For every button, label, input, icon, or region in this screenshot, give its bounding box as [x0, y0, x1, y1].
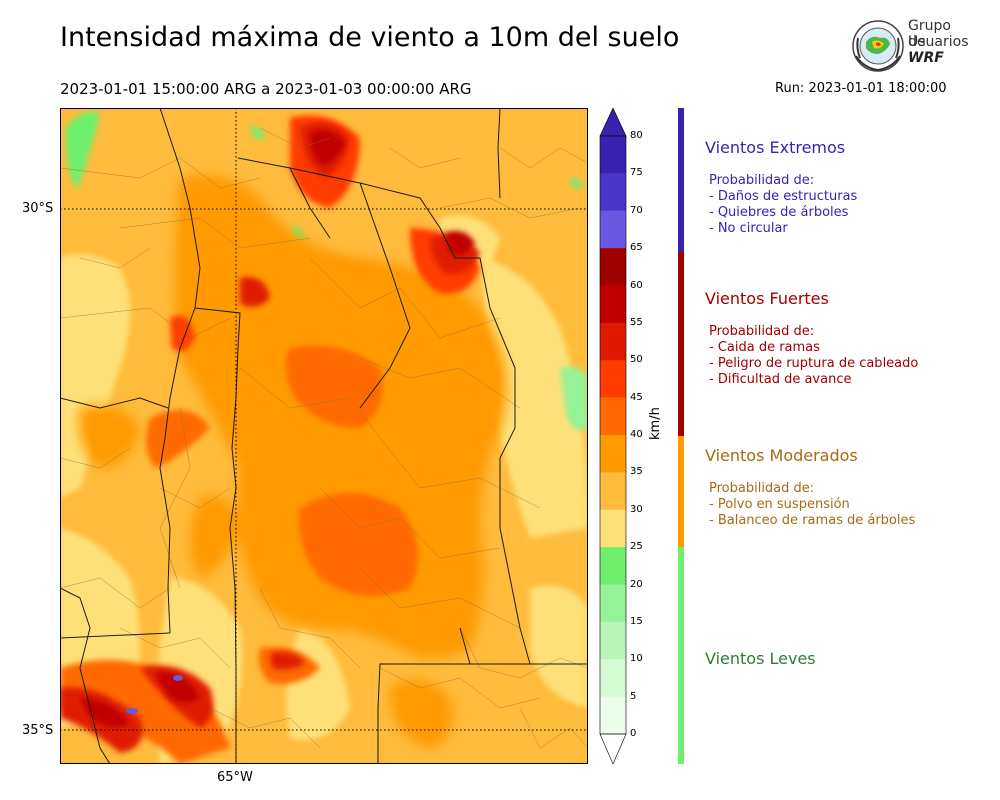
logo-text-line3: WRF	[908, 50, 944, 66]
category-description: Probabilidad de: - Caida de ramas - Peli…	[709, 324, 985, 388]
colorbar-swatch	[600, 173, 626, 212]
peak-wind-spot	[126, 708, 138, 714]
colorbar-swatch	[600, 210, 626, 249]
category-extreme: Vientos Extremos Probabilidad de: - Daño…	[705, 138, 985, 237]
colorbar-swatch	[600, 435, 626, 473]
category-title: Vientos Fuertes	[705, 289, 829, 308]
category-item: - Daños de estructuras	[709, 189, 858, 204]
run-timestamp: Run: 2023-01-01 18:00:00	[775, 81, 947, 96]
colorbar-swatch	[600, 584, 626, 623]
colorbar-unit: km/h	[648, 407, 663, 440]
colorbar-tick-label: 60	[630, 279, 643, 291]
band-strong	[678, 252, 684, 436]
category-moderate: Vientos Moderados Probabilidad de: - Pol…	[705, 446, 985, 529]
colorbar	[599, 108, 627, 764]
peak-wind-spot	[173, 675, 183, 681]
wrf-logo: Grupo de Usuarios WRF	[850, 18, 970, 74]
colorbar-swatch	[600, 248, 626, 286]
category-item: - Polvo en suspensión	[709, 497, 850, 512]
category-title: Vientos Leves	[705, 649, 816, 668]
colorbar-tick-label: 10	[630, 653, 643, 665]
band-extreme	[678, 108, 684, 252]
green-wind-zones	[65, 112, 588, 431]
colorbar-extend-top	[599, 108, 627, 137]
category-intro: Probabilidad de:	[709, 324, 815, 339]
colorbar-swatch	[600, 547, 626, 585]
category-item: - Caida de ramas	[709, 340, 820, 355]
graticule	[60, 108, 588, 764]
forecast-period: 2023-01-01 15:00:00 ARG a 2023-01-03 00:…	[60, 80, 472, 98]
colorbar-tick-label: 35	[630, 466, 643, 478]
extreme-wind-zones	[80, 129, 475, 727]
colorbar-tick-label: 75	[630, 167, 643, 179]
lon-label-65w: 65°W	[217, 770, 253, 785]
colorbar-tick-label: 25	[630, 541, 643, 553]
colorbar-swatch	[600, 397, 626, 436]
colorbar-swatch	[600, 659, 626, 697]
category-item: - Balanceo de ramas de árboles	[709, 513, 916, 528]
category-intro: Probabilidad de:	[709, 481, 815, 496]
category-description: Probabilidad de: - Daños de estructuras …	[709, 173, 985, 237]
colorbar-tick-label: 5	[630, 690, 637, 702]
colorbar-tick-label: 20	[630, 578, 643, 590]
category-light: Vientos Leves	[705, 649, 985, 668]
colorbar-swatch	[600, 285, 626, 324]
colorbar-tick-label: 0	[630, 728, 637, 739]
lat-label-30s: 30°S	[22, 201, 54, 216]
category-title: Vientos Extremos	[705, 138, 846, 157]
logo-text-line2: Usuarios	[908, 34, 969, 50]
colorbar-tick-label: 50	[630, 354, 643, 366]
colorbar-tick-label: 80	[630, 130, 643, 141]
category-strong: Vientos Fuertes Probabilidad de: - Caida…	[705, 289, 985, 388]
colorbar-tick-label: 65	[630, 242, 643, 254]
band-moderate	[678, 436, 684, 547]
colorbar-swatch	[600, 696, 626, 735]
category-description: Probabilidad de: - Polvo en suspensión -…	[709, 481, 985, 529]
colorbar-tick-label: 30	[630, 503, 643, 515]
category-item: - Dificultad de avance	[709, 372, 852, 387]
colorbar-tick-label: 55	[630, 316, 643, 328]
map-title: Intensidad máxima de viento a 10m del su…	[60, 22, 680, 53]
band-light	[678, 547, 684, 764]
colorbar-swatch	[600, 136, 626, 174]
category-item: - Peligro de ruptura de cableado	[709, 356, 919, 371]
wind-map	[60, 108, 588, 764]
colorbar-swatch	[600, 509, 626, 548]
colorbar-swatch	[600, 621, 626, 660]
colorbar-extend-bottom	[599, 733, 627, 764]
colorbar-tick-label: 45	[630, 391, 643, 403]
colorbar-swatch	[600, 472, 626, 511]
globe-seal-icon	[852, 20, 904, 72]
category-title: Vientos Moderados	[705, 446, 858, 465]
lat-label-35s: 35°S	[22, 723, 54, 738]
category-bands	[678, 108, 684, 764]
department-boundaries	[60, 127, 588, 749]
logo-text-line1: Grupo de	[908, 18, 951, 50]
colorbar-tick-label: 40	[630, 429, 643, 440]
colorbar-swatch	[600, 322, 626, 361]
colorbar-tick-label: 70	[630, 204, 643, 216]
colorbar-tick-label: 15	[630, 615, 643, 627]
category-item: - No circular	[709, 221, 788, 236]
category-item: - Quiebres de árboles	[709, 205, 849, 220]
category-intro: Probabilidad de:	[709, 173, 815, 188]
colorbar-swatch	[600, 360, 626, 398]
